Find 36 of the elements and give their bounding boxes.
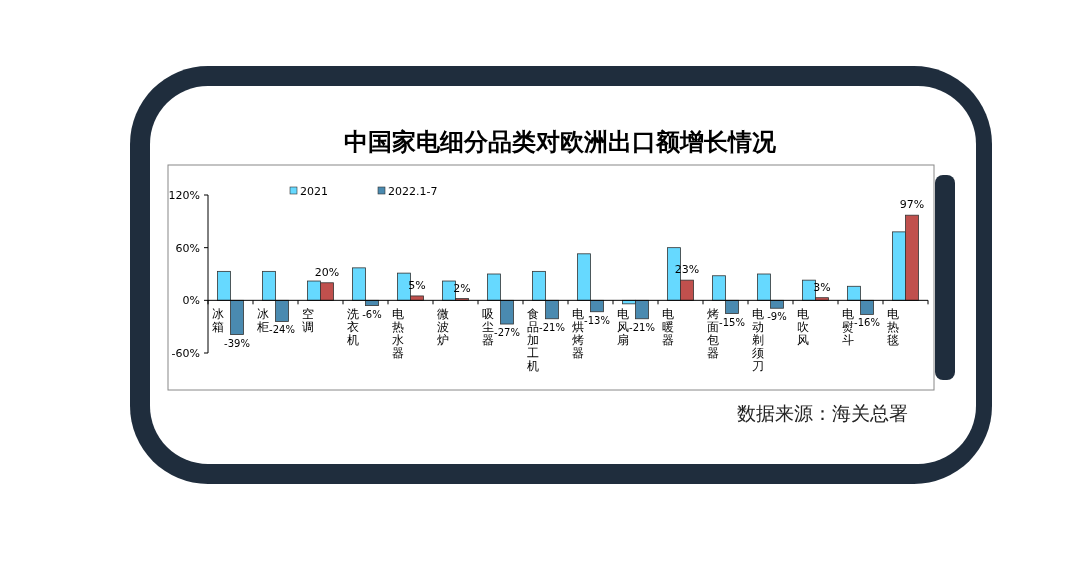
x-tick-label: 洗衣机 [347, 307, 359, 348]
data-label: -39% [224, 337, 250, 349]
x-tick-label: 烤面包器 [707, 307, 719, 361]
y-tick-label: 60% [175, 241, 200, 255]
x-tick-label: 电热毯 [887, 307, 899, 348]
data-label: -24% [269, 324, 295, 336]
data-label: -6% [362, 308, 382, 320]
data-label: 20% [314, 265, 340, 279]
legend-label: 2021 [300, 185, 328, 198]
x-tick-label: 电暖器 [662, 307, 674, 348]
data-label: -16% [854, 317, 880, 329]
x-tick-label: 电风扇 [617, 307, 629, 348]
data-label: -9% [767, 311, 787, 323]
legend-label: 2022.1-7 [388, 185, 438, 198]
y-tick-label: -60% [171, 347, 200, 360]
x-tick-label: 电烘烤器 [572, 307, 584, 361]
x-tick-label: 空调 [302, 307, 314, 335]
data-label: -27% [494, 327, 520, 339]
y-tick-label: 120% [168, 189, 200, 202]
x-tick-label: 食品加工机 [527, 307, 539, 374]
data-label: -15% [719, 316, 745, 328]
x-tick-label: 冰箱 [212, 307, 224, 335]
data-label: -21% [629, 321, 655, 333]
x-tick-label: 电吹风 [797, 307, 809, 348]
data-label: 97% [899, 198, 925, 212]
x-tick-label: 冰柜 [256, 307, 269, 335]
x-tick-label: 吸尘器 [482, 307, 494, 348]
x-tick-label: 电动剃须刀 [752, 307, 764, 374]
data-label: -13% [584, 314, 610, 326]
x-tick-label: 微波炉 [437, 307, 449, 348]
x-tick-label: 电热水器 [392, 307, 404, 361]
x-tick-label: 电熨斗 [842, 307, 854, 348]
chart-title: 中国家电细分品类对欧洲出口额增长情况 [344, 128, 777, 156]
data-label: -21% [539, 321, 565, 333]
source-note: 数据来源：海关总署 [737, 402, 908, 424]
y-tick-label: 0% [182, 294, 200, 308]
